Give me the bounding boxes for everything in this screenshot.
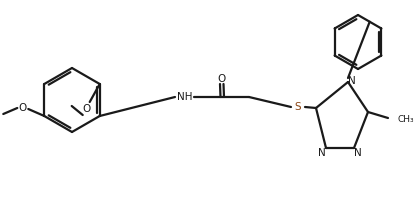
Text: CH₃: CH₃ [398, 116, 415, 124]
Text: S: S [295, 102, 301, 112]
Text: O: O [218, 74, 226, 84]
Text: NH: NH [177, 92, 193, 102]
Text: O: O [18, 103, 26, 113]
Text: N: N [348, 76, 356, 86]
Text: O: O [83, 104, 91, 114]
Text: N: N [318, 148, 326, 158]
Text: N: N [354, 148, 362, 158]
